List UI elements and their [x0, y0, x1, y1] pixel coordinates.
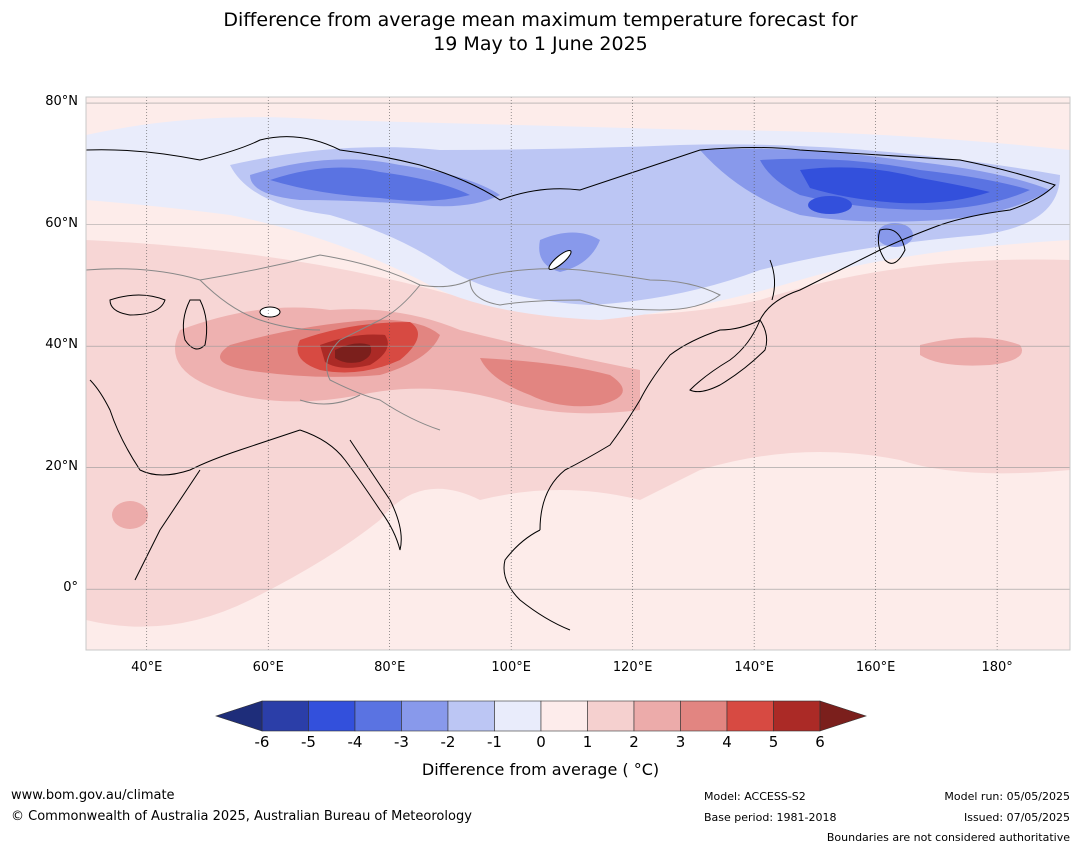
disclaimer-text: Boundaries are not considered authoritat… — [826, 831, 1070, 844]
southeast-asia-coast — [503, 529, 571, 631]
anomaly-plus2-africa — [112, 501, 148, 529]
longitude-label: 80°E — [374, 660, 406, 675]
latitude-label: 60°N — [45, 215, 78, 231]
colorbar — [215, 700, 867, 732]
anomaly-minus5 — [800, 167, 990, 204]
latitude-label: 20°N — [45, 458, 78, 474]
model-text: Model: ACCESS-S2 — [704, 790, 806, 803]
africa-coast — [134, 469, 201, 581]
colorbar-tick-label: -4 — [347, 733, 363, 751]
anomaly-minus5-spot — [808, 196, 852, 214]
longitude-label: 140°E — [734, 660, 774, 675]
colorbar-segment — [773, 700, 821, 732]
colorbar-tick-label: -5 — [301, 733, 316, 751]
colorbar-label: Difference from average ( °C) — [421, 760, 660, 779]
longitude-label: 120°E — [612, 660, 653, 675]
colorbar-tick-label: 6 — [815, 733, 825, 751]
colorbar-tick-label: -6 — [254, 733, 270, 751]
title-line-1: Difference from average mean maximum tem… — [223, 9, 858, 31]
website-text: www.bom.gov.au/climate — [11, 788, 175, 803]
colorbar-tick-label: -3 — [394, 733, 409, 751]
colorbar-tick-label: 3 — [675, 733, 686, 751]
arabia-coast — [89, 379, 301, 476]
map-frame — [85, 96, 1071, 651]
longitude-label: 60°E — [252, 660, 284, 675]
colorbar-segment — [587, 700, 635, 732]
longitude-label: 180° — [981, 660, 1013, 675]
japan — [689, 318, 768, 393]
russia-kazakhstan-border — [86, 254, 471, 288]
model-run-text: Model run: 05/05/2025 — [944, 790, 1070, 803]
colorbar-segment — [494, 700, 542, 732]
colorbar-under-arrow — [215, 700, 263, 732]
colorbar-segment — [261, 700, 309, 732]
longitude-label: 40°E — [131, 660, 163, 675]
colorbar-tick-label: 5 — [768, 733, 779, 751]
map-area — [86, 97, 1070, 650]
colorbar-segment — [540, 700, 588, 732]
coastlines — [86, 136, 1056, 631]
east-asia-coast — [539, 249, 881, 531]
south-asia-border — [299, 394, 361, 405]
colorbar-tick-label: 4 — [722, 733, 732, 751]
anomaly-plus2-east — [920, 337, 1022, 366]
latitude-label: 80°N — [45, 94, 78, 110]
longitude-label: 100°E — [491, 660, 531, 675]
colorbar-tick-label: 1 — [582, 733, 593, 751]
central-asia-border — [199, 279, 321, 331]
longitude-label: 160°E — [855, 660, 896, 675]
title-line-2: 19 May to 1 June 2025 — [433, 33, 648, 55]
chart-title: Difference from average mean maximum tem… — [0, 8, 1081, 56]
colorbar-segment — [354, 700, 402, 732]
latitude-label: 0° — [63, 580, 78, 596]
colorbar-segment — [726, 700, 774, 732]
caspian-sea — [182, 299, 208, 350]
base-period-text: Base period: 1981-2018 — [704, 811, 837, 824]
colorbar-segment — [633, 700, 681, 732]
colorbar-over-arrow — [819, 700, 867, 732]
india-coast — [299, 429, 402, 551]
colorbar-segment — [447, 700, 495, 732]
lake-balkhash — [259, 306, 281, 318]
kamchatka — [877, 228, 906, 264]
colorbar-segment — [308, 700, 356, 732]
colorbar-segment — [680, 700, 728, 732]
colorbar-tick-label: -1 — [487, 733, 502, 751]
issued-text: Issued: 07/05/2025 — [963, 811, 1070, 824]
anomaly-plus6 — [335, 343, 372, 363]
colorbar-tick-label: 2 — [629, 733, 639, 751]
arctic-coast — [86, 136, 1056, 251]
latitude-label: 40°N — [45, 337, 78, 353]
copyright-text: © Commonwealth of Australia 2025, Austra… — [11, 809, 472, 824]
mongolia-border — [469, 268, 721, 311]
colorbar-segment — [401, 700, 449, 732]
sakhalin — [769, 259, 776, 301]
black-sea — [109, 294, 166, 316]
anomaly-minus4-west — [270, 167, 470, 201]
gridlines — [86, 97, 1070, 650]
colorbar-tick-label: 0 — [536, 733, 546, 751]
lake-baikal — [548, 249, 572, 271]
colorbar-tick-label: -2 — [440, 733, 456, 751]
anomaly-plus3-china — [480, 358, 623, 407]
lakes — [259, 249, 572, 318]
